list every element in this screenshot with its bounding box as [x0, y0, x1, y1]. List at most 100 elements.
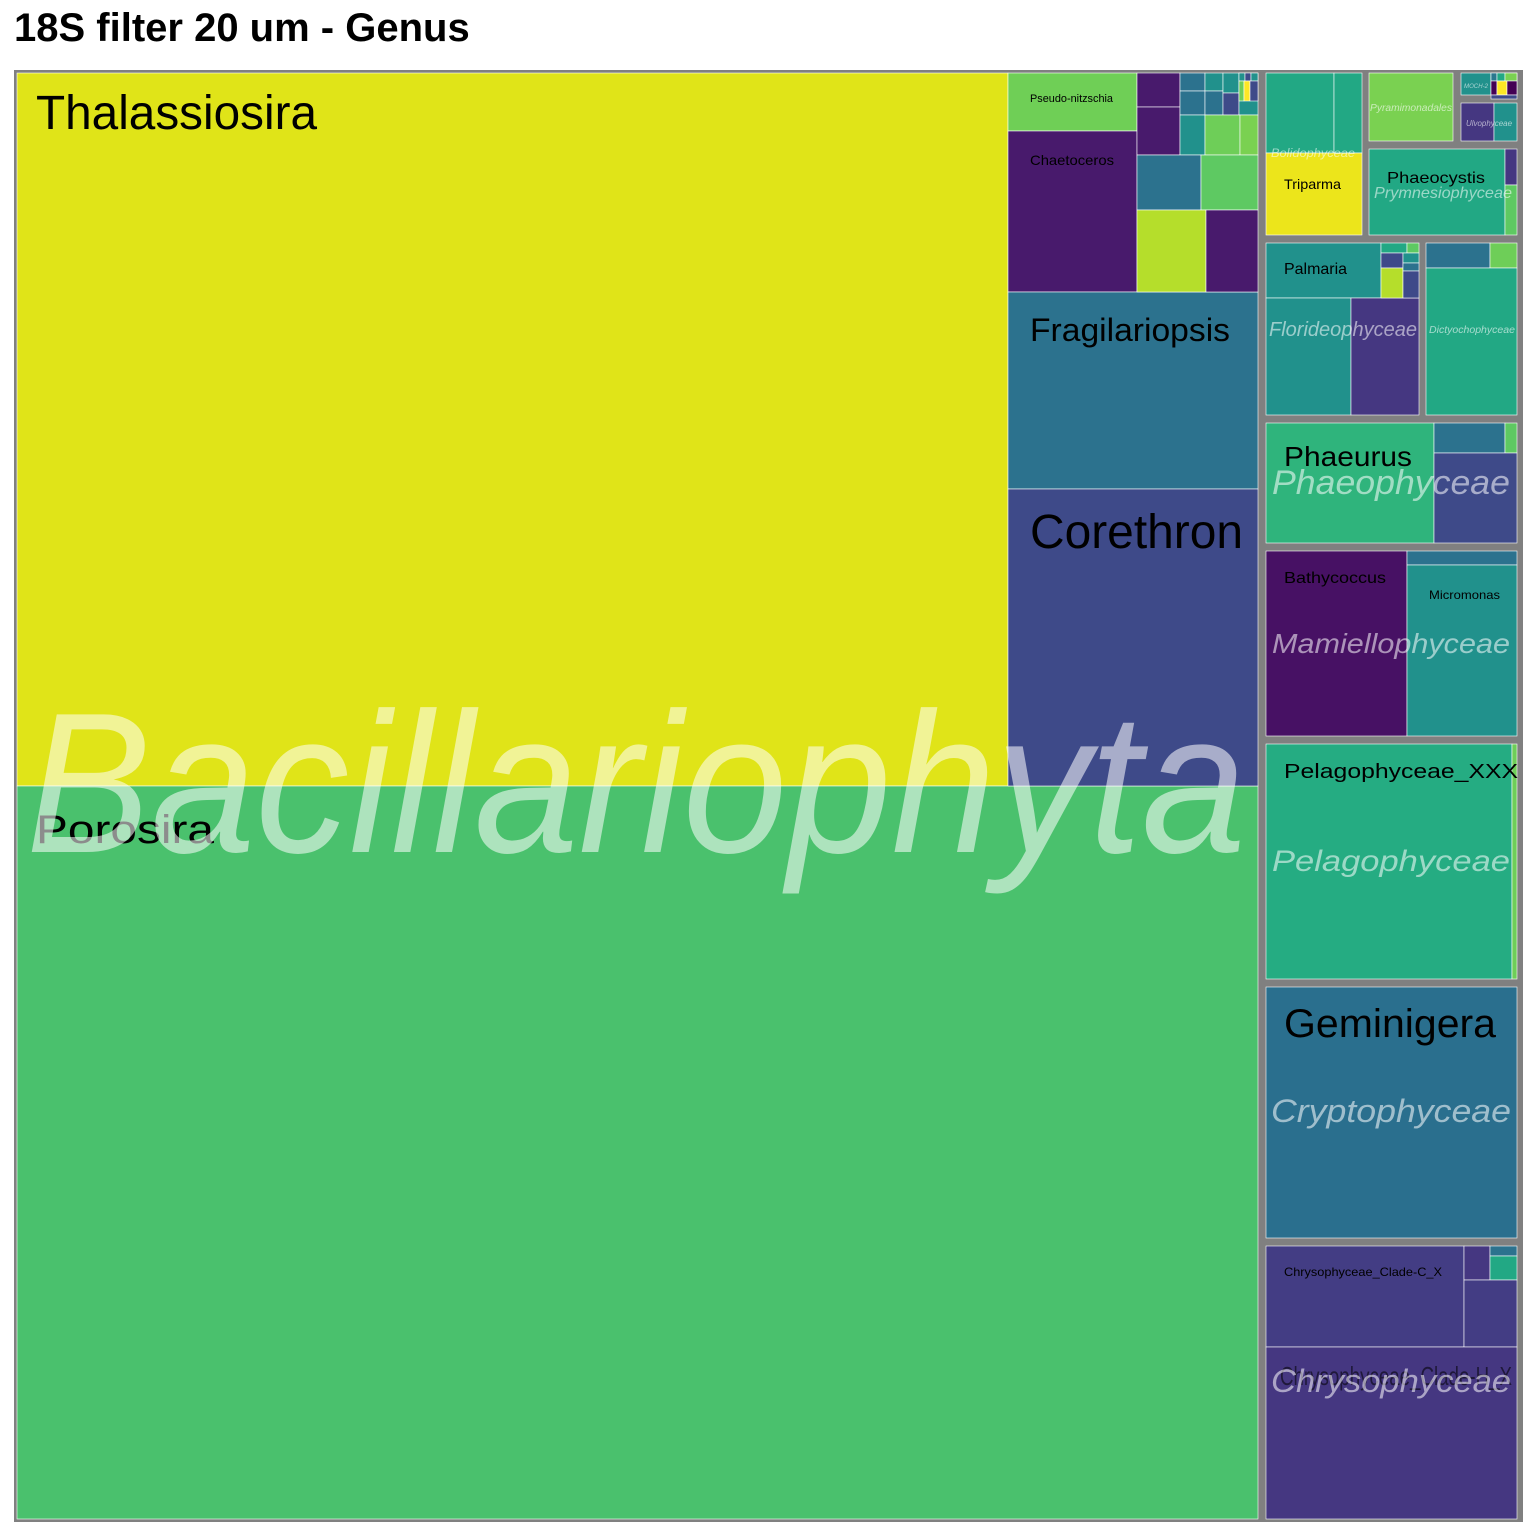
cell-bacillariophyta-minor [1200, 154, 1259, 211]
cell-bacillariophyta-minor [1136, 209, 1207, 293]
group-label-moch-2: MOCH-2 [1464, 84, 1489, 90]
cell-bacillariophyta-minor [1204, 90, 1224, 116]
label-pseudo-nitzschia: Pseudo-nitzschia [1030, 93, 1114, 105]
cell-bacillariophyta-minor [1250, 72, 1259, 82]
cell-phaeophyceae-minor [1433, 422, 1506, 454]
group-label-bolidophyceae: Bolidophyceae [1271, 146, 1355, 160]
chart-title: 18S filter 20 um - Genus [14, 6, 470, 50]
cell-bathycoccus [1265, 550, 1408, 737]
group-label-mamiellophyceae: Mamiellophyceae [1272, 628, 1510, 659]
cell-florideophyceae-minor [1406, 242, 1420, 254]
cell-moch-2-minor [1496, 72, 1506, 82]
label-phaeocystis: Phaeocystis [1387, 170, 1485, 187]
label-chrysophyceae-clade-c: Chrysophyceae_Clade-C_X [1284, 1265, 1442, 1279]
cell-palmaria [1265, 242, 1382, 299]
cell-bacillariophyta-minor [1239, 114, 1259, 156]
label-pelagophyceae-xxx: Pelagophyceae_XXX [1284, 761, 1518, 783]
label-corethron: Corethron [1030, 506, 1243, 559]
cell-chaetoceros [1007, 130, 1138, 293]
cell-bacillariophyta-minor [1238, 80, 1245, 102]
cell-florideophyceae-minor [1402, 252, 1420, 264]
group-label-ulvophyceae: Ulvophyceae [1466, 119, 1513, 128]
cell-micromonas [1406, 564, 1518, 737]
group-label-pelagophyceae: Pelagophyceae [1272, 845, 1510, 878]
group-label-florideophyceae: Florideophyceae [1269, 319, 1417, 341]
group-label-cryptophyceae: Cryptophyceae [1271, 1093, 1511, 1129]
cell-prymnesiophyceae-minor [1504, 184, 1518, 236]
cell-prymnesiophyceae-minor [1504, 148, 1518, 186]
cell-mamiellophyceae-minor [1406, 550, 1518, 566]
label-porosira: Porosira [36, 808, 215, 852]
cell-pelagophyceae-xxx [1265, 743, 1513, 980]
cell-chrysophyceae-clade-h [1265, 1346, 1518, 1520]
label-fragilariopsis: Fragilariopsis [1030, 312, 1230, 348]
label-triparma: Triparma [1284, 176, 1341, 192]
label-micromonas: Micromonas [1429, 588, 1500, 602]
group-label-prymnesiophyceae: Prymnesiophyceae [1374, 185, 1512, 202]
label-palmaria: Palmaria [1284, 261, 1347, 278]
cell-florideophyceae-minor [1350, 297, 1420, 416]
cell-moch-2-minor [1504, 72, 1518, 82]
cell-geminigera [1265, 986, 1518, 1239]
group-label-bacillariophyta: Bacillariophyta [26, 672, 1246, 895]
cell-bacillariophyta-minor [1204, 72, 1224, 92]
group-label-dictyochophyceae: Dictyochophyceae [1429, 325, 1515, 336]
cell-bacillariophyta-minor [1243, 80, 1251, 102]
label-thalassiosira: Thalassiosira [36, 87, 317, 140]
label-bathycoccus: Bathycoccus [1284, 570, 1386, 587]
cell-phaeophyceae-minor [1504, 422, 1518, 454]
cell-porosira [16, 785, 1259, 1520]
cell-bacillariophyta-minor [1222, 92, 1240, 116]
cell-triparma [1265, 152, 1363, 236]
cell-phaeurus [1265, 422, 1435, 544]
cell-dictyochophyceae-minor [1489, 242, 1518, 269]
cell-pelagophyceae-minor [1511, 743, 1518, 980]
label-phaeurus: Phaeurus [1284, 441, 1412, 472]
cell-bacillariophyta-minor [1222, 72, 1240, 94]
cell-bacillariophyta-minor [1136, 72, 1181, 108]
cell-chrysophyceae-minor [1463, 1245, 1491, 1281]
cell-bacillariophyta-minor [1244, 72, 1252, 82]
cell-bacillariophyta-minor [1238, 72, 1246, 82]
cell-bacillariophyta-minor [1179, 90, 1206, 116]
label-chaetoceros: Chaetoceros [1030, 152, 1114, 168]
cell-dictyochophyceae [1425, 267, 1518, 416]
group-label-chrysophyceae: Chrysophyceae [1271, 1363, 1511, 1399]
cell-bacillariophyta-minor [1205, 209, 1259, 293]
cell-florideophyceae-minor [1380, 267, 1404, 299]
cell-moch-2-minor [1496, 80, 1508, 96]
cell-florideophyceae-minor [1402, 270, 1420, 299]
cell-bacillariophyta-minor [1136, 154, 1202, 211]
cell-corethron [1007, 488, 1259, 787]
cell-bacillariophyta-minor [1204, 114, 1241, 156]
cell-florideophyceae-minor [1402, 262, 1420, 272]
cell-ulvophyceae [1460, 102, 1495, 142]
cell-bacillariophyta-minor [1179, 114, 1206, 156]
cell-moch-2-minor [1490, 80, 1498, 96]
cell-phaeocystis [1368, 148, 1506, 236]
group-label-pyramimonadales: Pyramimonadales [1370, 103, 1452, 114]
cell-phaeophyceae-minor [1433, 452, 1518, 544]
cell-bolidophyceae-minor [1265, 72, 1335, 154]
cell-pyramimonadales [1368, 72, 1454, 142]
cell-moch-2-minor [1490, 94, 1518, 100]
group-label-phaeophyceae: Phaeophyceae [1272, 464, 1510, 502]
cell-bacillariophyta-minor [1179, 72, 1206, 92]
cell-thalassiosira [16, 72, 1009, 787]
cell-florideophyceae-minor [1380, 252, 1404, 269]
cell-florideophyceae-minor [1265, 297, 1352, 416]
cell-moch-2-minor [1506, 80, 1518, 96]
cell-fragilariopsis [1007, 291, 1259, 490]
cell-bolidophyceae-minor [1333, 72, 1363, 154]
cell-chrysophyceae-clade-c [1265, 1245, 1465, 1348]
cell-bacillariophyta-minor [1136, 106, 1181, 156]
label-geminigera: Geminigera [1284, 1002, 1497, 1046]
cell-dictyochophyceae-minor [1425, 242, 1491, 269]
cell-florideophyceae-minor [1380, 242, 1408, 254]
cell-moch-2-minor [1490, 72, 1498, 82]
cell-chrysophyceae-minor [1463, 1279, 1518, 1348]
cell-bacillariophyta-minor [1249, 80, 1259, 102]
label-chrysophyceae-clade-h: Chrysophyceae_Clade-H_X [1280, 1361, 1512, 1391]
cell-chrysophyceae-minor [1489, 1245, 1518, 1257]
